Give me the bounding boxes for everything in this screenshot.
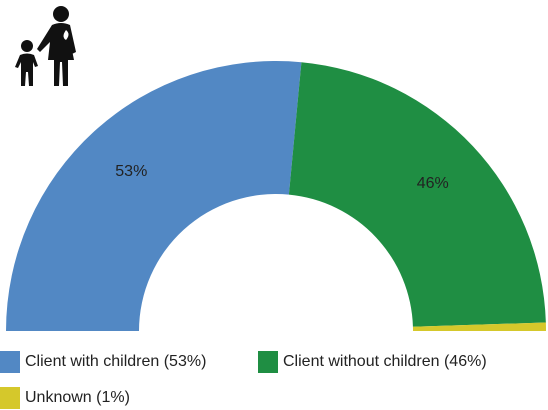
legend-swatch [258,351,278,373]
data-label: 46% [417,175,449,192]
family-icon [15,6,76,86]
legend-label: Client with children (53%) [25,353,206,370]
arc-segment [288,62,546,327]
legend-label: Unknown (1%) [25,389,130,406]
legend-label: Client without children (46%) [283,353,487,370]
arc-segment [412,322,546,331]
data-label: 53% [115,163,147,180]
legend-swatch [0,387,20,409]
legend-swatch [0,351,20,373]
arc-segment [5,61,302,332]
